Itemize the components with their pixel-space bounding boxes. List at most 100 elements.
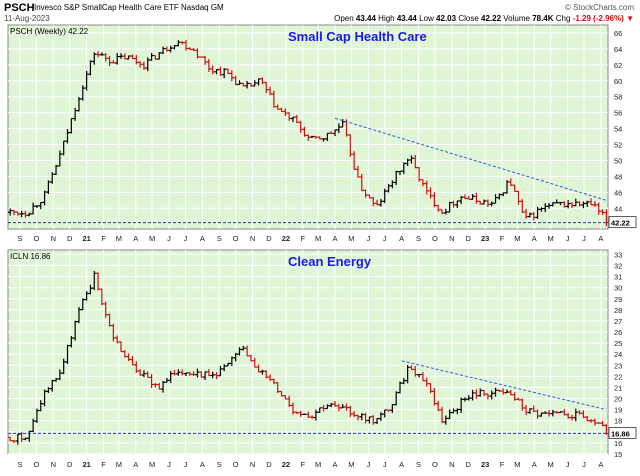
quote-summary: Open 43.44 High 43.44 Low 42.03 Close 42… [334,14,634,23]
x-tick-label: O [233,460,239,469]
x-tick-label: O [33,460,39,469]
change-value: -1.29 (-2.96%) [572,14,624,23]
y-tick-label: 26 [614,328,622,337]
chart-annotation: Small Cap Health Care [288,29,427,44]
plot-area-1 [7,249,609,455]
x-tick-label: O [432,234,438,243]
panel-label: ICLN 16.86 [10,252,51,261]
x-tick-label: N [51,460,56,469]
x-tick-label: S [416,234,421,243]
x-tick-label: F [101,234,106,243]
y-tick-label: 29 [614,295,622,304]
y-tick-label: 58 [614,93,622,102]
y-tick-label: 25 [614,339,622,348]
y-tick-label: 50 [614,156,622,165]
x-tick-label: 21 [82,234,90,243]
x-tick-label: M [348,460,354,469]
x-tick-label: O [33,234,39,243]
x-tick-label: A [200,234,205,243]
last-value-tag [608,426,637,439]
x-tick-label: S [217,460,222,469]
x-tick-label: J [566,460,570,469]
close-label: Close [458,14,479,23]
y-tick-label: 24 [614,350,622,359]
brand-watermark: © StockCharts.com [564,3,634,12]
security-name: Invesco S&P SmallCap Health Care ETF Nas… [34,3,224,12]
x-tick-label: D [266,460,272,469]
x-tick-label: A [200,460,205,469]
y-tick-label: 66 [614,29,622,38]
x-tick-label: M [116,460,122,469]
y-tick-label: 20 [614,395,622,404]
x-tick-label: 21 [82,460,90,469]
y-tick-label: 64 [614,45,622,54]
x-tick-label: 22 [282,460,290,469]
last-value-tag [608,216,637,229]
chart-annotation: Clean Energy [288,254,372,269]
y-tick-label: 23 [614,361,622,370]
x-tick-label: M [149,460,155,469]
y-tick-label: 60 [614,77,622,86]
x-tick-label: 23 [481,234,489,243]
y-tick-label: 54 [614,125,622,134]
x-tick-label: F [500,460,505,469]
last-value-label: 42.22 [611,219,630,228]
x-tick-label: J [383,234,387,243]
x-tick-label: S [217,234,222,243]
x-tick-label: M [548,234,554,243]
x-tick-label: F [301,234,306,243]
y-tick-label: 16 [614,439,622,448]
x-tick-label: F [101,460,106,469]
y-tick-label: 44 [614,204,622,213]
x-tick-label: A [133,460,138,469]
x-tick-label: J [566,234,570,243]
x-tick-label: D [466,460,472,469]
x-tick-label: A [598,234,603,243]
x-tick-label: J [366,460,370,469]
y-tick-label: 19 [614,406,622,415]
x-tick-label: J [184,234,188,243]
x-tick-label: N [51,234,56,243]
y-tick-label: 48 [614,172,622,181]
x-tick-label: J [366,234,370,243]
close-value: 42.22 [481,14,502,23]
change-label: Chg [555,14,571,23]
x-tick-label: S [18,460,23,469]
x-tick-label: J [582,234,586,243]
high-label: High [378,14,395,23]
x-tick-label: D [67,460,73,469]
x-tick-label: A [333,234,338,243]
x-tick-label: J [167,460,171,469]
x-tick-label: J [167,234,171,243]
x-tick-label: J [582,460,586,469]
x-tick-label: D [466,234,472,243]
y-tick-label: 22 [614,372,622,381]
y-tick-label: 33 [614,250,622,259]
trendline [334,117,607,201]
change-down-arrow-icon: ▼ [626,14,634,23]
x-tick-label: M [548,460,554,469]
x-tick-label: O [233,234,239,243]
y-tick-label: 28 [614,306,622,315]
x-tick-label: A [133,234,138,243]
x-tick-label: N [250,234,255,243]
x-tick-label: J [383,460,387,469]
low-label: Low [419,14,434,23]
y-tick-label: 62 [614,61,622,70]
y-tick-label: 32 [614,262,622,271]
chart-date: 11-Aug-2023 [4,14,50,23]
x-tick-label: M [514,234,520,243]
x-tick-label: D [67,234,73,243]
high-value: 43.44 [396,14,417,23]
x-tick-label: M [149,234,155,243]
panel-label: PSCH (Weekly) 42.22 [10,27,89,36]
y-tick-label: 31 [614,273,622,282]
x-tick-label: O [432,460,438,469]
x-tick-label: N [449,460,454,469]
x-tick-label: M [116,234,122,243]
open-value: 43.44 [355,14,376,23]
x-tick-label: M [348,234,354,243]
low-value: 42.03 [436,14,457,23]
x-tick-label: A [399,234,404,243]
